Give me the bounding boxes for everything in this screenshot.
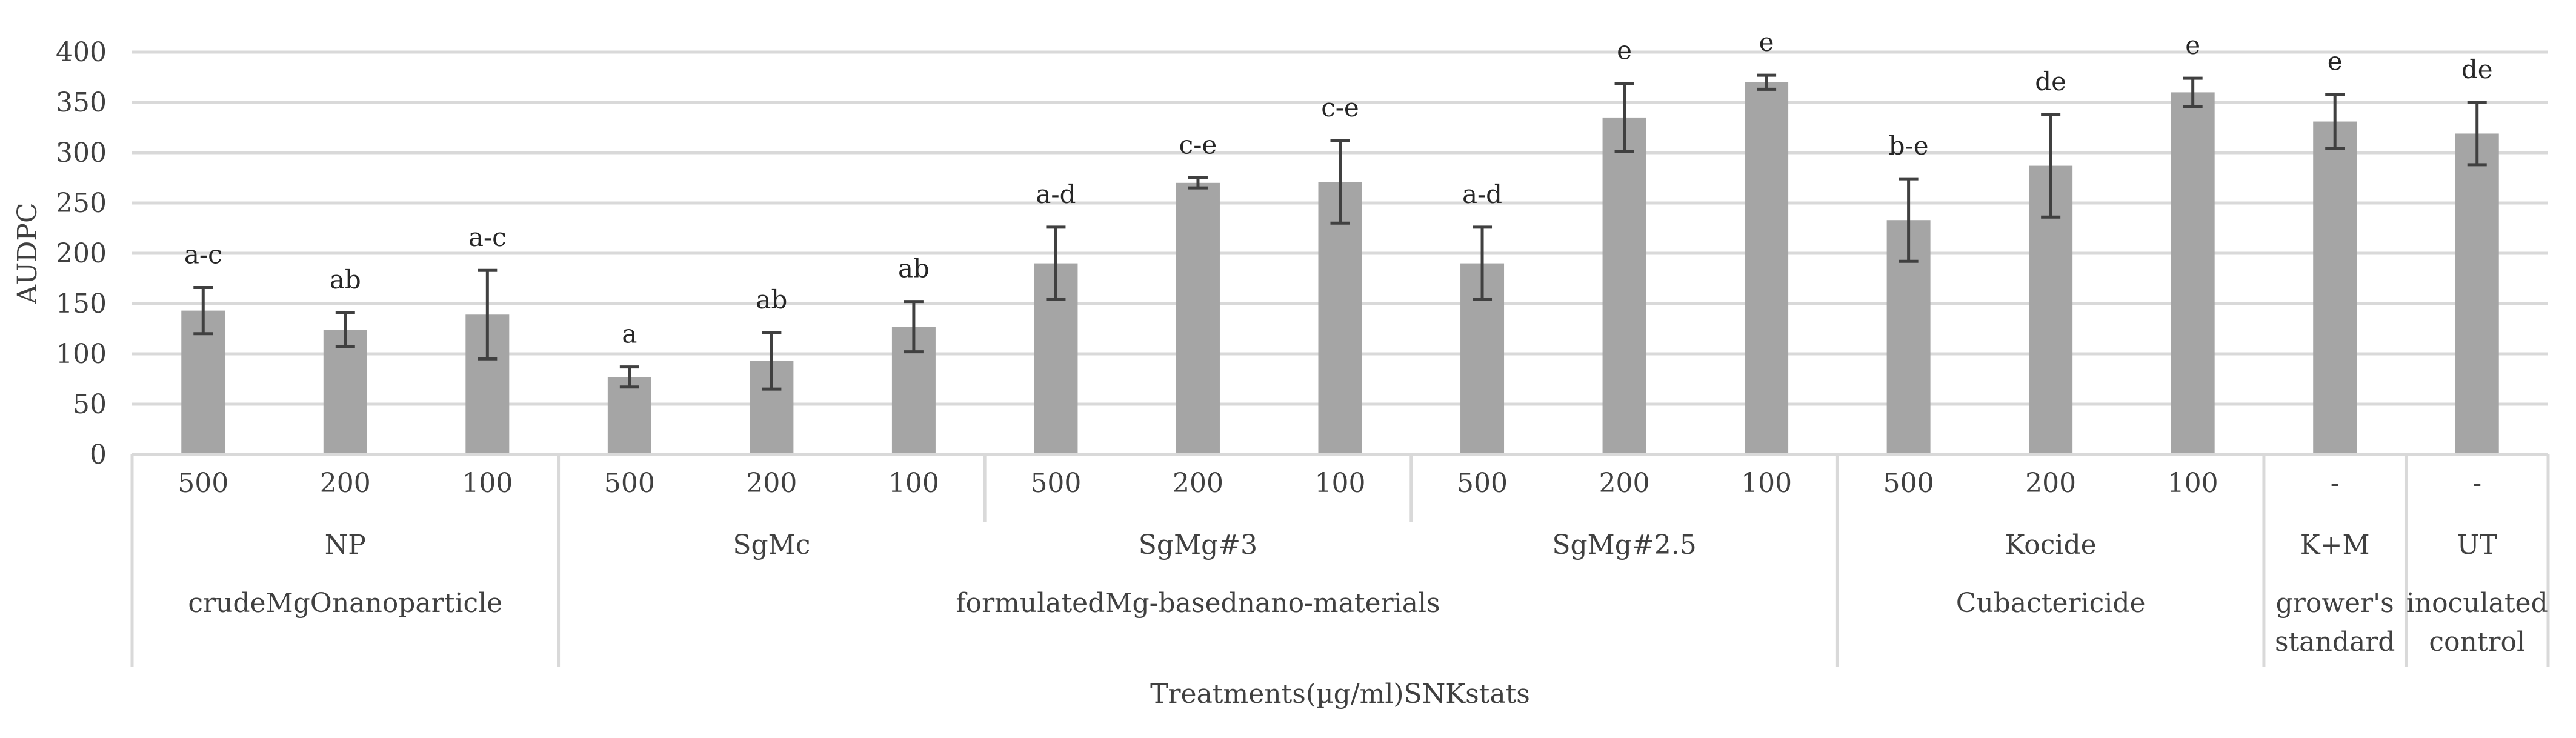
axes: 0 50 100 150 200 250 300 350 400 500 200 100 500 200 1… bbox=[56, 37, 2550, 667]
group-label: SgMg​#3 bbox=[1139, 530, 1257, 560]
group-label: K+M bbox=[2300, 530, 2370, 560]
significance-label: c-e bbox=[1179, 130, 1217, 160]
x-tick-label: 200 bbox=[320, 468, 371, 499]
treatment-class-label: formulated​Mg-based​nano-materials bbox=[956, 588, 1440, 619]
bar bbox=[2313, 121, 2357, 455]
treatment-class-label: grower's bbox=[2276, 588, 2394, 619]
error-bars bbox=[193, 73, 2487, 391]
group-label: Kocide bbox=[2005, 530, 2097, 560]
significance-label: ab bbox=[756, 285, 787, 314]
group-label: NP bbox=[325, 530, 366, 560]
x-tick-label: 100 bbox=[888, 468, 939, 499]
treatment-class-label: Cu​bactericide bbox=[1956, 588, 2146, 619]
y-tick-label: 200 bbox=[56, 238, 107, 269]
x-tick-label: 500 bbox=[1457, 468, 1508, 499]
significance-label: ab bbox=[898, 254, 930, 284]
treatment-class-label: crude​MgO​nanoparticle bbox=[188, 588, 502, 619]
significance-label: e bbox=[1617, 35, 1632, 65]
x-tick-label: 500 bbox=[1030, 468, 1081, 499]
bar bbox=[1318, 182, 1362, 454]
bar bbox=[1176, 182, 1220, 454]
x-tick-label: 100 bbox=[462, 468, 513, 499]
significance-label: e bbox=[2328, 47, 2343, 76]
x-tick-label: 200 bbox=[1599, 468, 1650, 499]
x-tick-label: 100 bbox=[1315, 468, 1366, 499]
significance-label: a-d bbox=[1036, 179, 1076, 209]
y-tick-label: 350 bbox=[56, 87, 107, 118]
group-label: SgMg​#2.5 bbox=[1552, 530, 1696, 560]
x-tick-label: - bbox=[2472, 468, 2481, 499]
significance-label: a bbox=[622, 319, 637, 349]
significance-label: a-c bbox=[468, 222, 507, 252]
x-axis-title: Treatments​(µg/ml)​SNK​stats​ bbox=[1150, 679, 1530, 710]
y-tick-label: 100 bbox=[56, 339, 107, 370]
x-tick-label: 100 bbox=[1741, 468, 1792, 499]
treatment-class-label-line2: standard bbox=[2275, 627, 2395, 657]
significance-label: a-c bbox=[184, 239, 222, 269]
x-tick-label: 100 bbox=[2168, 468, 2218, 499]
x-tick-label: 200 bbox=[1173, 468, 1223, 499]
y-tick-label: 250 bbox=[56, 188, 107, 219]
bar bbox=[2171, 92, 2215, 454]
y-tick-label: 0 bbox=[90, 439, 107, 470]
y-tick-label: 150 bbox=[56, 288, 107, 319]
x-tick-label: 200 bbox=[2025, 468, 2076, 499]
significance-label: a-d bbox=[1462, 179, 1502, 209]
y-tick-label: 300 bbox=[56, 138, 107, 168]
significance-label: c-e bbox=[1321, 93, 1359, 122]
treatment-class-label: inoculated bbox=[2406, 588, 2548, 619]
group-label: SgMc bbox=[733, 530, 810, 560]
x-tick-label: 500 bbox=[178, 468, 228, 499]
significance-label: de bbox=[2035, 67, 2066, 96]
significance-label: ab bbox=[330, 265, 361, 294]
y-axis-title: AUDPC bbox=[12, 202, 43, 304]
significance-label: e bbox=[2185, 30, 2200, 60]
bar bbox=[607, 377, 651, 454]
y-tick-label: 400 bbox=[56, 37, 107, 68]
x-tick-label: - bbox=[2331, 468, 2340, 499]
bar bbox=[1602, 117, 1646, 454]
bar bbox=[1745, 82, 1789, 455]
x-tick-label: 500 bbox=[1883, 468, 1934, 499]
x-tick-label: 200 bbox=[746, 468, 797, 499]
treatment-class-label-line2: control bbox=[2429, 627, 2525, 657]
significance-labels: a-c ab a-c a ab ab a-d c-e c-e a-d e e b-e de e e de bbox=[184, 27, 2493, 348]
significance-label: de bbox=[2461, 55, 2493, 84]
bars bbox=[181, 82, 2499, 455]
bar bbox=[323, 330, 367, 454]
y-tick-label: 50 bbox=[73, 389, 107, 420]
significance-label: e bbox=[1759, 27, 1774, 57]
significance-label: b-e bbox=[1889, 131, 1929, 161]
x-tick-label: 500 bbox=[604, 468, 655, 499]
group-label: UT bbox=[2457, 530, 2497, 560]
bar bbox=[2455, 133, 2499, 454]
